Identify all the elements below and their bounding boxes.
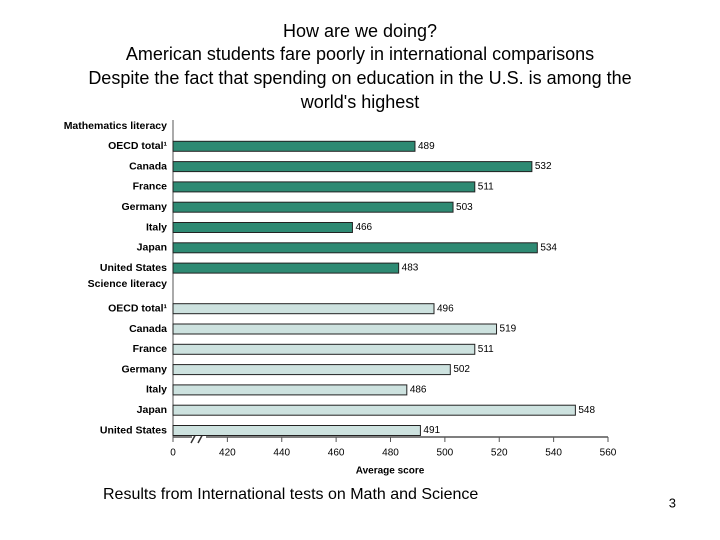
- category-label: Japan: [137, 242, 167, 254]
- title-line: How are we doing?: [283, 21, 437, 41]
- category-label: Germany: [121, 363, 167, 375]
- group-label: Science literacy: [88, 278, 168, 290]
- bar: [172, 222, 353, 233]
- value-label: 534: [540, 242, 557, 253]
- value-label: 489: [418, 141, 435, 152]
- category-label: OECD total¹: [108, 140, 167, 152]
- caption: Results from International tests on Math…: [103, 486, 478, 503]
- category-label: United States: [100, 424, 167, 436]
- bar: [172, 242, 538, 254]
- bar: [172, 181, 476, 193]
- value-label: 502: [453, 364, 470, 375]
- x-tick-label: 460: [328, 448, 345, 459]
- page-number: 3: [669, 495, 676, 510]
- value-label: 532: [535, 161, 552, 172]
- value-label: 483: [402, 263, 419, 274]
- category-label: Italy: [146, 384, 167, 396]
- title-line: world's highest: [300, 92, 420, 112]
- category-label: France: [133, 343, 168, 355]
- bar: [172, 343, 476, 355]
- x-tick-label: 560: [600, 448, 617, 459]
- category-label: OECD total¹: [108, 302, 167, 314]
- bar: [172, 303, 435, 315]
- bar: [172, 262, 400, 274]
- category-label: France: [133, 181, 168, 193]
- bar: [172, 161, 533, 173]
- bar: [172, 140, 416, 152]
- bar: [172, 323, 498, 335]
- slide-title: How are we doing? American students fare…: [88, 21, 631, 112]
- value-label: 548: [578, 405, 595, 416]
- category-label: Japan: [137, 404, 167, 416]
- x-tick-label: 420: [219, 448, 236, 459]
- bar: [172, 425, 421, 436]
- value-label: 511: [478, 182, 494, 193]
- value-label: 491: [423, 425, 440, 436]
- x-tick-label: 440: [273, 448, 290, 459]
- category-label: Italy: [146, 221, 167, 233]
- bar: [172, 201, 454, 213]
- category-label: Canada: [129, 323, 167, 335]
- bar: [172, 364, 451, 376]
- bar: [172, 384, 408, 396]
- value-label: 496: [437, 303, 454, 314]
- x-tick-label: 520: [491, 448, 508, 459]
- title-line: American students fare poorly in interna…: [126, 44, 594, 64]
- value-label: 503: [456, 202, 473, 213]
- x-tick-label: 480: [382, 448, 399, 459]
- category-label: Canada: [129, 160, 167, 172]
- title-line: Despite the fact that spending on educat…: [88, 68, 631, 88]
- category-label: Germany: [121, 201, 167, 213]
- x-tick-label: 0: [170, 448, 176, 459]
- value-label: 519: [500, 324, 517, 335]
- group-label: Mathematics literacy: [64, 120, 167, 132]
- x-tick-label: 540: [545, 448, 562, 459]
- x-axis-label: Average score: [356, 466, 425, 477]
- value-label: 466: [355, 222, 372, 233]
- category-label: United States: [100, 262, 167, 274]
- x-tick-label: 500: [437, 448, 454, 459]
- value-label: 486: [410, 385, 427, 396]
- value-label: 511: [478, 344, 494, 355]
- bar: [172, 404, 576, 416]
